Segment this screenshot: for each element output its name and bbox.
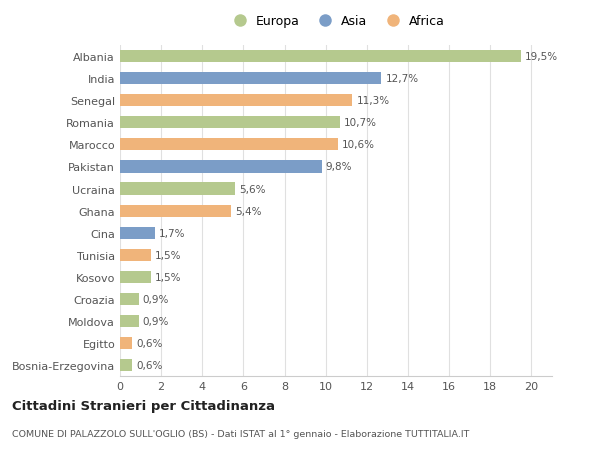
Text: 12,7%: 12,7% [385,74,418,84]
Text: 0,6%: 0,6% [136,360,163,370]
Text: 0,9%: 0,9% [143,316,169,326]
Bar [120,183,235,195]
Bar [120,117,340,129]
Bar [120,315,139,327]
Bar [120,293,139,305]
Legend: Europa, Asia, Africa: Europa, Asia, Africa [223,10,449,33]
Bar [120,249,151,261]
Text: 19,5%: 19,5% [525,52,559,62]
Bar [120,139,338,151]
Text: Cittadini Stranieri per Cittadinanza: Cittadini Stranieri per Cittadinanza [12,399,275,412]
Text: 1,7%: 1,7% [159,228,185,238]
Bar [120,205,231,217]
Text: 5,4%: 5,4% [235,206,262,216]
Text: 10,7%: 10,7% [344,118,377,128]
Bar [120,271,151,283]
Bar [120,73,381,85]
Text: 1,5%: 1,5% [155,250,181,260]
Text: 9,8%: 9,8% [326,162,352,172]
Text: 5,6%: 5,6% [239,184,266,194]
Text: 0,9%: 0,9% [143,294,169,304]
Bar [120,95,352,107]
Text: 10,6%: 10,6% [342,140,375,150]
Text: 0,6%: 0,6% [136,338,163,348]
Text: 1,5%: 1,5% [155,272,181,282]
Bar [120,51,521,63]
Bar [120,161,322,173]
Text: 11,3%: 11,3% [356,96,389,106]
Text: COMUNE DI PALAZZOLO SULL'OGLIO (BS) - Dati ISTAT al 1° gennaio - Elaborazione TU: COMUNE DI PALAZZOLO SULL'OGLIO (BS) - Da… [12,429,469,438]
Bar [120,227,155,239]
Bar [120,359,133,371]
Bar [120,337,133,349]
